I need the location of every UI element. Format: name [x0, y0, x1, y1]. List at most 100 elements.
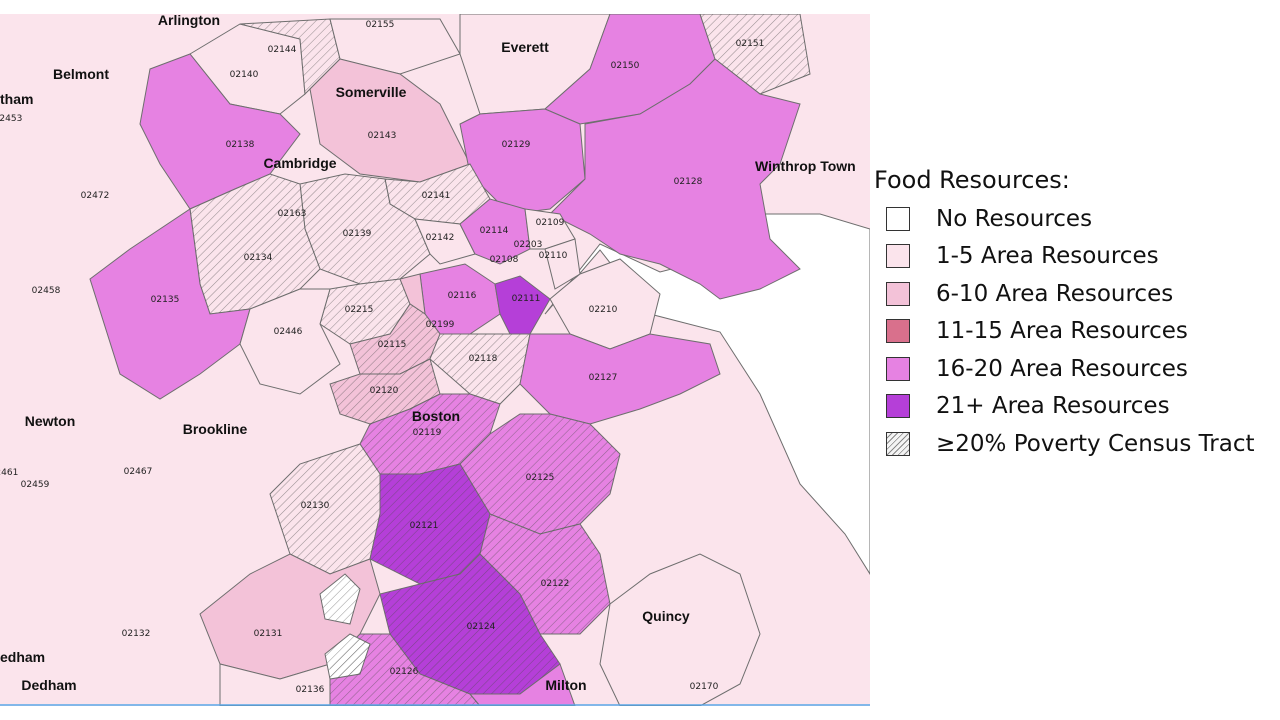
- legend-item-1-5: 1-5 Area Resources: [874, 238, 1255, 276]
- zip-label: 02210: [589, 305, 618, 315]
- poverty-hatch-02115: [350, 304, 440, 374]
- zip-label: 02114: [480, 226, 509, 236]
- zip-label: 02132: [122, 629, 151, 639]
- legend-item-poverty: ≥20% Poverty Census Tract: [874, 425, 1255, 463]
- legend-item-6-10: 6-10 Area Resources: [874, 275, 1255, 313]
- zip-label: 02144: [268, 45, 297, 55]
- legend-label: 11-15 Area Resources: [936, 318, 1188, 345]
- poverty-hatch-poverty-tract-a: [320, 574, 360, 624]
- legend-label: 1-5 Area Resources: [936, 243, 1159, 270]
- zip-label: 02126: [390, 667, 419, 677]
- zip-label: 02124: [467, 622, 496, 632]
- zip-label: 02134: [244, 253, 273, 263]
- poverty-hatch-02144: [240, 19, 340, 94]
- zip-label: 02140: [230, 70, 259, 80]
- zip-label: 02135: [151, 295, 180, 305]
- zip-label: 02130: [301, 501, 330, 511]
- zip-area-02155: [329, 18, 461, 75]
- zip-label: 02128: [674, 177, 703, 187]
- zip-label: 02458: [32, 286, 61, 296]
- poverty-hatch-poverty-tract-b: [325, 634, 370, 679]
- zip-label: 02155: [366, 20, 395, 30]
- poverty-hatch-02125: [460, 414, 620, 534]
- town-label: Belmont: [53, 66, 109, 82]
- town-label: Winthrop Town: [755, 158, 856, 174]
- town-label: Cambridge: [263, 155, 336, 171]
- food-resources-map: 02476 02155 02144 02140 02151 02150 02138 02143…: [0, 14, 870, 706]
- town-label: Brookline: [183, 421, 248, 437]
- legend-label: 16-20 Area Resources: [936, 355, 1188, 382]
- town-label: Newton: [25, 413, 76, 429]
- poverty-hatch-02215: [320, 279, 410, 344]
- zip-label: 02203: [514, 240, 543, 250]
- zip-label: 02141: [422, 191, 451, 201]
- legend-label: ≥20% Poverty Census Tract: [936, 430, 1255, 457]
- zip-label: 02199: [426, 320, 455, 330]
- poverty-hatch-02124: [380, 554, 560, 694]
- zip-label: 02125: [526, 473, 555, 483]
- town-label: Everett: [501, 39, 549, 55]
- legend-swatch: [886, 244, 910, 269]
- poverty-hatch-02134: [190, 174, 320, 314]
- legend-swatch: [886, 394, 910, 419]
- zip-label: 02116: [448, 291, 477, 301]
- zip-label: 02138: [226, 140, 255, 150]
- town-label: Quincy: [642, 608, 690, 624]
- town-label: Boston: [412, 408, 460, 424]
- zip-label: 02163: [278, 209, 307, 219]
- legend-item-21-plus: 21+ Area Resources: [874, 388, 1255, 426]
- legend-item-16-20: 16-20 Area Resources: [874, 350, 1255, 388]
- zip-label: 02129: [502, 140, 531, 150]
- legend-label: 6-10 Area Resources: [936, 280, 1174, 307]
- zip-label: 02151: [736, 39, 765, 49]
- town-label: Dedham: [21, 677, 76, 693]
- town-label: tham: [0, 91, 33, 107]
- legend-swatch: [886, 319, 910, 344]
- zip-label: 02215: [345, 305, 374, 315]
- zip-label: 02446: [274, 327, 303, 337]
- zip-label: 02170: [690, 682, 719, 692]
- zip-label: 02453: [0, 114, 22, 124]
- zip-label: 02127: [589, 373, 618, 383]
- zip-label: 02131: [254, 629, 283, 639]
- zip-label: 02467: [124, 467, 153, 477]
- legend-swatch: [886, 356, 910, 381]
- town-label: Milton: [545, 677, 586, 693]
- zip-label: 02120: [370, 386, 399, 396]
- zip-label: 02108: [490, 255, 519, 265]
- town-label: Arlington: [158, 14, 220, 28]
- zip-label: 02459: [21, 480, 50, 490]
- zip-area-02127: [519, 333, 721, 425]
- poverty-hatch-icon: [886, 431, 910, 456]
- zip-label: 02136: [296, 685, 325, 695]
- poverty-hatch-02141: [385, 164, 490, 224]
- poverty-hatch-02130: [270, 444, 380, 574]
- zip-label: 02150: [611, 61, 640, 71]
- zip-label: 02461: [0, 468, 18, 478]
- poverty-hatch-02119: [360, 394, 500, 474]
- zip-label: 02121: [410, 521, 439, 531]
- legend-swatch: [886, 281, 910, 306]
- legend-label: No Resources: [936, 205, 1093, 232]
- poverty-hatch-02121: [370, 464, 490, 584]
- zip-label: 02476: [131, 14, 160, 17]
- legend-label: 21+ Area Resources: [936, 393, 1170, 420]
- zip-label: 02111: [512, 294, 541, 304]
- zip-label: 02109: [536, 218, 565, 228]
- poverty-hatch-02151: [700, 14, 810, 94]
- zip-label: 02118: [469, 354, 498, 364]
- legend-item-no-resources: No Resources: [874, 200, 1255, 238]
- zip-label: 02119: [413, 428, 442, 438]
- zip-label: 02142: [426, 233, 455, 243]
- legend-title: Food Resources:: [874, 166, 1070, 194]
- zip-label: 02143: [368, 131, 397, 141]
- zip-label: 02139: [343, 229, 372, 239]
- zip-label: 02115: [378, 340, 407, 350]
- poverty-hatch-02122: [480, 514, 610, 634]
- zip-label: 02122: [541, 579, 570, 589]
- zip-label: 02472: [81, 191, 110, 201]
- town-label: Somerville: [336, 84, 407, 100]
- poverty-hatch-02126: [330, 634, 480, 706]
- legend-swatch: [886, 206, 910, 231]
- poverty-hatch-02139: [300, 174, 430, 284]
